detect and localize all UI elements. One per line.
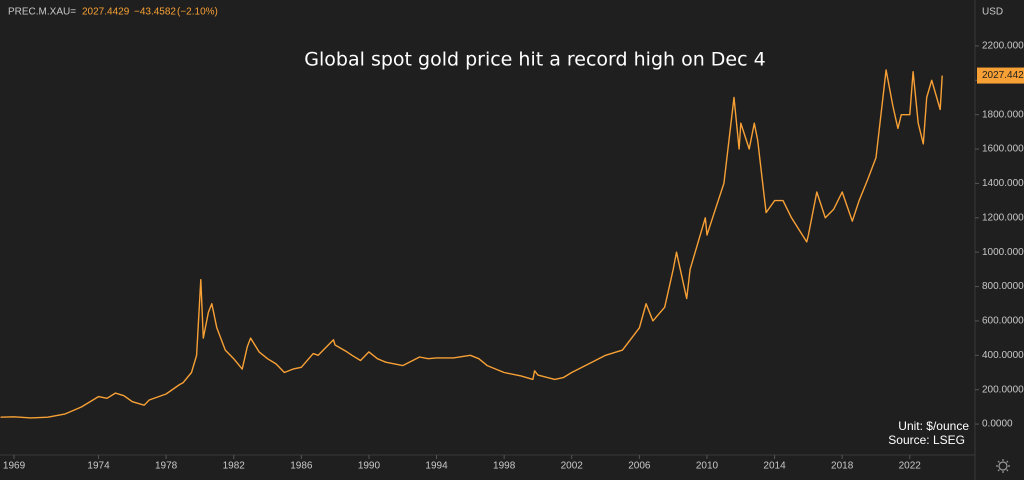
chart-title: Global spot gold price hit a record high… xyxy=(304,49,765,71)
x-tick-label: 1982 xyxy=(223,461,246,472)
x-tick-label: 1969 xyxy=(3,461,26,472)
ticker: PREC.M.XAU= xyxy=(8,7,76,18)
y-tick-label: 1000.0000 xyxy=(982,247,1024,258)
last-price-label: 2027.4429 xyxy=(982,70,1024,81)
last-price-tag xyxy=(977,67,1024,84)
x-tick-label: 2014 xyxy=(763,461,786,472)
settings-icon[interactable] xyxy=(996,459,1010,473)
y-tick-label: 1200.0000 xyxy=(982,212,1024,223)
x-tick-label: 1986 xyxy=(290,461,313,472)
y-tick-label: 400.0000 xyxy=(982,350,1024,361)
x-tick-label: 2018 xyxy=(831,461,854,472)
y-tick-label: 0.0000 xyxy=(982,419,1013,430)
quote: 2027.4429 xyxy=(82,7,130,18)
change: −43.4582 xyxy=(134,7,176,18)
y-tick-label: 1600.0000 xyxy=(982,144,1024,155)
y-tick-label: 800.0000 xyxy=(982,281,1024,292)
currency: USD xyxy=(982,7,1003,18)
settings-icon-ring xyxy=(998,461,1008,471)
x-tick-label: 2006 xyxy=(628,461,651,472)
x-tick-label: 1978 xyxy=(155,461,178,472)
change-pct: (−2.10%) xyxy=(177,7,218,18)
x-tick-label: 1994 xyxy=(425,461,448,472)
price-line xyxy=(0,69,943,419)
note: Unit: $/ounce xyxy=(898,419,969,433)
x-tick-label: 2010 xyxy=(696,461,719,472)
x-tick-label: 1974 xyxy=(87,461,110,472)
x-tick-label: 1998 xyxy=(493,461,516,472)
x-tick-label: 1990 xyxy=(358,461,381,472)
note: Source: LSEG xyxy=(888,433,965,447)
x-tick-label: 2022 xyxy=(899,461,922,472)
y-tick-label: 600.0000 xyxy=(982,316,1024,327)
x-tick-label: 2002 xyxy=(561,461,584,472)
y-tick-label: 2200.0000 xyxy=(982,41,1024,52)
y-tick-label: 1800.0000 xyxy=(982,109,1024,120)
y-tick-label: 1400.0000 xyxy=(982,178,1024,189)
settings-icon-spokes xyxy=(996,459,1010,473)
y-tick-label: 200.0000 xyxy=(982,384,1024,395)
